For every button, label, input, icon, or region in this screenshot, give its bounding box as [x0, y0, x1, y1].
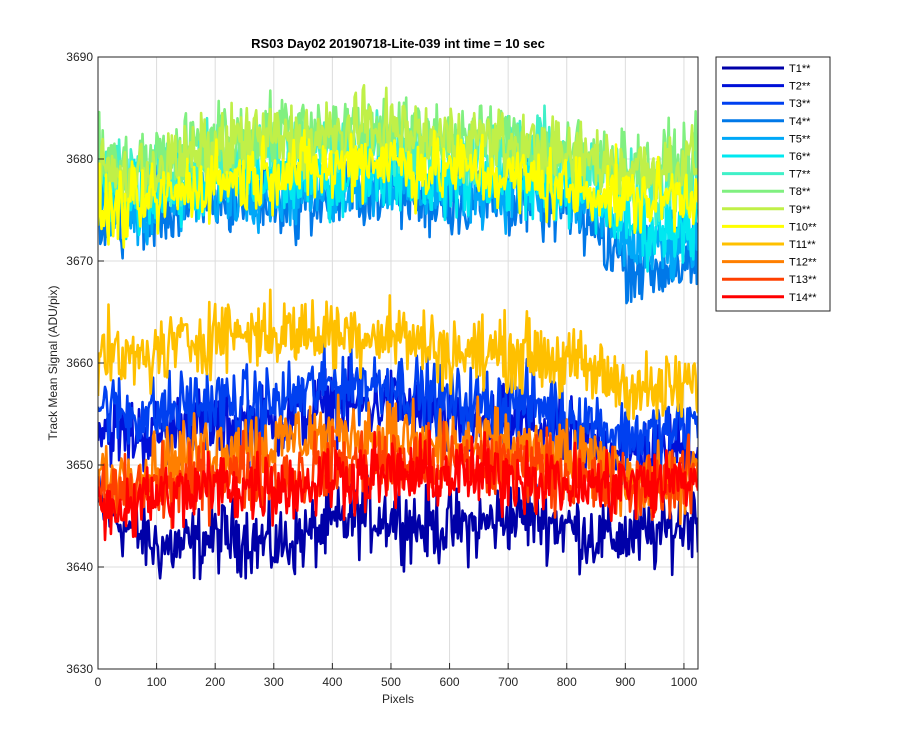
- legend-label-8: T8**: [789, 186, 811, 198]
- y-tick-label: 3680: [66, 152, 93, 166]
- y-tick-label: 3650: [66, 458, 93, 472]
- x-tick-label: 0: [95, 675, 102, 689]
- x-tick-label: 400: [322, 675, 342, 689]
- legend-label-14: T14**: [789, 292, 817, 304]
- series-line-11: [98, 288, 698, 421]
- x-tick-label: 300: [264, 675, 284, 689]
- series-line-9: [98, 84, 698, 211]
- series-line-1: [98, 474, 698, 581]
- x-tick-label: 500: [381, 675, 401, 689]
- series-line-14: [98, 429, 698, 542]
- legend-label-4: T4**: [789, 116, 811, 128]
- y-tick-label: 3660: [66, 356, 93, 370]
- legend-box: [715, 56, 831, 312]
- legend-label-13: T13**: [789, 274, 817, 286]
- y-tick-label: 3630: [66, 662, 93, 676]
- legend-label-5: T5**: [789, 133, 811, 145]
- legend-label-7: T7**: [789, 169, 811, 181]
- x-tick-label: 100: [147, 675, 167, 689]
- series-line-3: [98, 338, 698, 480]
- legend-label-9: T9**: [789, 204, 811, 216]
- legend-label-3: T3**: [789, 98, 811, 110]
- y-tick-label: 3690: [66, 50, 93, 64]
- x-tick-label: 1000: [671, 675, 698, 689]
- x-tick-label: 700: [498, 675, 518, 689]
- legend-label-1: T1**: [789, 63, 811, 75]
- x-tick-label: 200: [205, 675, 225, 689]
- axis-ticks: 0 100 200 300 400 500 600 700 800 900 1000 3630 3640…: [66, 50, 697, 689]
- x-axis-label: Pixels: [382, 692, 414, 706]
- legend-label-2: T2**: [789, 81, 811, 93]
- series-line-10: [98, 129, 698, 249]
- legend-label-11: T11**: [789, 239, 816, 251]
- legend: T1** T2** T3** T4** T5** T6** T7** T8** T9** T10*…: [715, 56, 831, 312]
- x-tick-label: 600: [440, 675, 460, 689]
- y-tick-label: 3670: [66, 254, 93, 268]
- y-axis-label: Track Mean Signal (ADU/pix): [46, 286, 60, 441]
- x-tick-label: 900: [615, 675, 635, 689]
- series-lines: [98, 84, 698, 581]
- legend-label-6: T6**: [789, 151, 811, 163]
- legend-label-12: T12**: [789, 257, 817, 269]
- legend-label-10: T10**: [789, 221, 817, 233]
- x-tick-label: 800: [557, 675, 577, 689]
- chart-title: RS03 Day02 20190718-Lite-039 int time = …: [251, 36, 545, 51]
- y-tick-label: 3640: [66, 560, 93, 574]
